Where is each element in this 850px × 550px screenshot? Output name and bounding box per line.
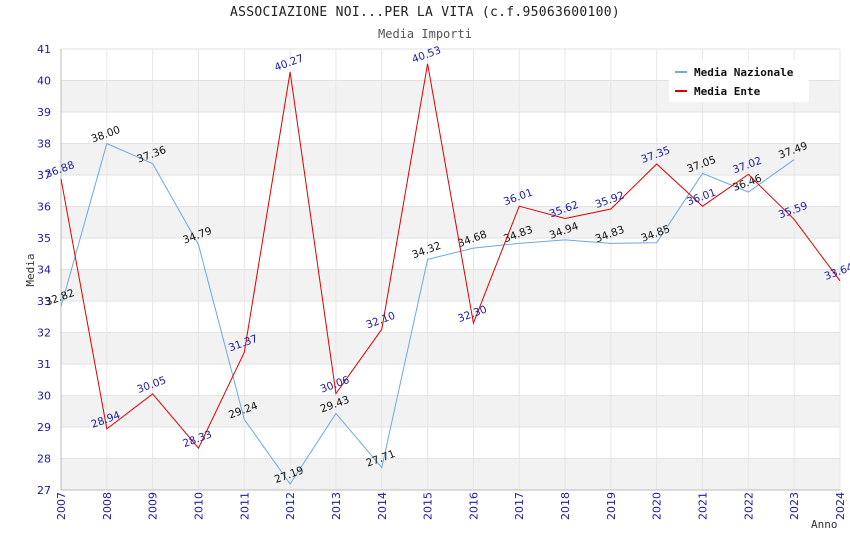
plot-band	[61, 427, 840, 459]
y-tick-label: 29	[37, 421, 51, 434]
y-tick-label: 39	[37, 106, 51, 119]
y-tick-label: 38	[37, 138, 51, 151]
y-tick-label: 36	[37, 201, 51, 214]
legend-label: Media Ente	[694, 85, 761, 98]
x-tick-label: 2024	[834, 492, 847, 520]
x-tick-label: 2018	[559, 492, 572, 520]
x-tick-label: 2012	[284, 492, 297, 520]
plot-band	[61, 332, 840, 364]
plot-band	[61, 301, 840, 333]
plot-band	[61, 395, 840, 427]
x-tick-label: 2013	[330, 492, 343, 520]
plot-band	[61, 112, 840, 144]
x-tick-label: 2022	[742, 492, 755, 520]
y-tick-label: 32	[37, 327, 51, 340]
plot-band	[61, 364, 840, 396]
y-tick-label: 41	[37, 43, 51, 56]
x-tick-label: 2009	[147, 492, 160, 520]
x-tick-label: 2021	[697, 492, 710, 520]
y-tick-label: 28	[37, 453, 51, 466]
y-tick-label: 35	[37, 232, 51, 245]
legend-box	[669, 60, 809, 102]
x-tick-label: 2008	[101, 492, 114, 520]
x-tick-label: 2016	[467, 492, 480, 520]
x-tick-label: 2023	[788, 492, 801, 520]
x-tick-label: 2007	[55, 492, 68, 520]
series-line-media-ente	[60, 63, 841, 450]
x-tick-label: 2014	[376, 492, 389, 520]
plot-band	[61, 143, 840, 175]
x-axis-label: Anno	[811, 518, 838, 531]
x-tick-label: 2019	[605, 492, 618, 520]
y-tick-label: 40	[37, 75, 51, 88]
chart-subtitle: Media Importi	[378, 27, 472, 41]
y-axis-label: Media	[24, 253, 37, 286]
x-tick-label: 2010	[192, 492, 205, 520]
plot-band	[61, 458, 840, 490]
y-tick-label: 30	[37, 390, 51, 403]
plot-band	[61, 269, 840, 301]
x-tick-label: 2017	[513, 492, 526, 520]
y-tick-label: 33	[37, 295, 51, 308]
x-tick-label: 2011	[238, 492, 251, 520]
y-tick-label: 31	[37, 358, 51, 371]
y-tick-label: 34	[37, 264, 51, 277]
y-tick-label: 27	[37, 484, 51, 497]
y-tick-label: 37	[37, 169, 51, 182]
x-tick-label: 2020	[651, 492, 664, 520]
x-tick-label: 2015	[422, 492, 435, 520]
legend-label: Media Nazionale	[694, 66, 794, 79]
chart-title: ASSOCIAZIONE NOI...PER LA VITA (c.f.9506…	[229, 5, 621, 20]
plot-band	[61, 206, 840, 238]
series-line-media-nazionale	[60, 142, 795, 485]
